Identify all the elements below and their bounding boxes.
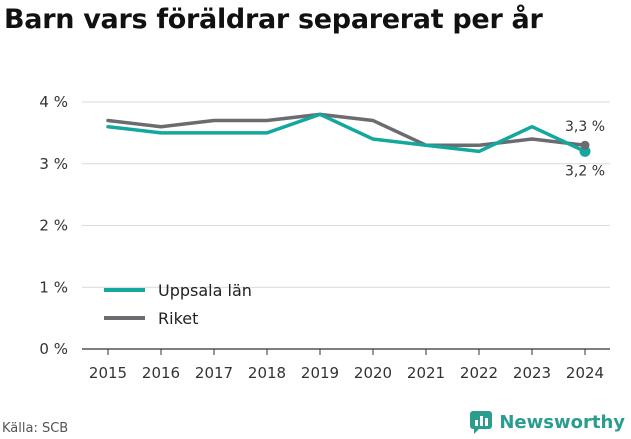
- brand-name: Newsworthy: [499, 411, 625, 433]
- newsworthy-logo-icon: [470, 411, 493, 434]
- legend-label: Uppsala län: [158, 281, 252, 300]
- source-label: Källa: SCB: [2, 421, 69, 436]
- x-tick-label: 2022: [460, 364, 498, 382]
- chart-title: Barn vars föräldrar separerat per år: [4, 4, 543, 35]
- legend-label: Riket: [158, 309, 198, 328]
- x-tick-label: 2023: [513, 364, 551, 382]
- x-axis-ticks: 2015 2016 2017 2018 2019 2020 2021 2022 2023 2024: [89, 349, 604, 382]
- x-tick-label: 2020: [354, 364, 392, 382]
- series-line-uppsala-län: [106, 112, 587, 154]
- end-marker: [580, 140, 590, 150]
- end-value-label: 3,3 %: [565, 119, 605, 135]
- series-end-markers: 3,2 % 3,3 %: [565, 119, 605, 179]
- end-value-label: 3,2 %: [565, 163, 605, 179]
- x-tick-label: 2017: [195, 364, 233, 382]
- x-tick-label: 2019: [301, 364, 339, 382]
- y-tick-label: 2 %: [39, 217, 68, 235]
- series-line-riket: [106, 112, 587, 147]
- y-tick-label: 1 %: [39, 278, 68, 296]
- x-tick-label: 2018: [248, 364, 286, 382]
- y-tick-label: 3 %: [39, 155, 68, 173]
- gridlines: [82, 101, 610, 350]
- x-tick-label: 2021: [407, 364, 445, 382]
- brand-logo: Newsworthy: [469, 410, 625, 434]
- y-axis-ticks: 0 % 1 % 2 % 3 % 4 %: [39, 93, 68, 358]
- x-tick-label: 2015: [89, 364, 127, 382]
- y-tick-label: 4 %: [39, 93, 68, 111]
- y-tick-label: 0 %: [39, 340, 68, 358]
- x-tick-label: 2016: [142, 364, 180, 382]
- series-lines: [106, 112, 587, 154]
- x-tick-label: 2024: [566, 364, 604, 382]
- legend: Uppsala län Riket: [104, 281, 252, 328]
